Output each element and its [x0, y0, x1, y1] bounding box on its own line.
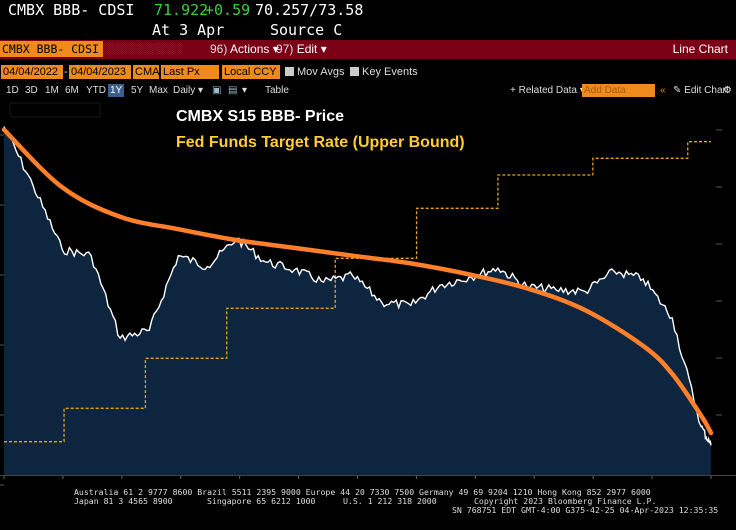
period-1d[interactable]: 1D — [6, 85, 19, 96]
end-date-input[interactable]: 04/04/2023 — [69, 65, 131, 79]
left-axis-ticks — [0, 134, 4, 486]
chevron-down-icon[interactable]: ▾ — [242, 85, 248, 96]
checkbox-icon — [350, 67, 359, 76]
right-axis-ticks — [716, 129, 722, 416]
period-1m[interactable]: 1M — [45, 85, 59, 96]
footer-phones-line1: Australia 61 2 9777 8600 Brazil 5511 239… — [74, 487, 651, 497]
chart-settings-icon[interactable]: ⚙ — [723, 85, 732, 96]
checkbox-icon — [285, 67, 294, 76]
last-price: 71.922 — [154, 1, 209, 19]
security-subheader: At 3 Apr Source C — [0, 20, 736, 40]
chart-type-label: Line Chart — [672, 42, 728, 56]
chevron-down-icon: ▾ — [198, 85, 204, 96]
currency-select[interactable]: Local CCY — [222, 65, 280, 79]
frequency-label: Daily — [173, 85, 196, 96]
date-bar: 04/04/2022 - 04/04/2023 CMAN Last Px Loc… — [0, 64, 736, 81]
footer-copyright: Copyright 2023 Bloomberg Finance L.P. — [474, 496, 657, 506]
period-6m[interactable]: 6M — [65, 85, 79, 96]
mov-avgs-toggle[interactable]: Mov Avgs — [285, 65, 345, 79]
edit-button[interactable]: 97) Edit ▾ — [276, 41, 327, 57]
line-chart-icon[interactable]: ▣ — [212, 85, 222, 96]
period-max[interactable]: Max — [149, 85, 168, 96]
edit-chart-button[interactable]: ✎ Edit Chart — [673, 84, 729, 97]
actions-button[interactable]: 96) Actions ▾ — [210, 41, 279, 57]
source-label: Source C — [270, 21, 343, 39]
actions-number: 96) — [210, 42, 228, 56]
related-data-label: Related Data — [518, 85, 577, 96]
cmbx-price-line — [3, 126, 712, 446]
chevron-down-icon: ▾ — [320, 42, 327, 56]
start-date-input[interactable]: 04/04/2022 — [1, 65, 63, 79]
command-bar: CMBX BBB- CDSI S1 ░░░░░░░░░░ 96) Actions… — [0, 40, 736, 59]
annotation-fed-funds: Fed Funds Target Rate (Upper Bound) — [176, 134, 465, 151]
chevron-down-icon: ▾ — [272, 42, 279, 56]
period-1y[interactable]: 1Y — [108, 84, 125, 97]
footer-japan: Japan 81 3 4565 8900 — [74, 496, 173, 506]
add-data-input[interactable]: Add Data — [582, 84, 655, 97]
x-axis-ticks — [0, 475, 736, 479]
period-5y[interactable]: 5Y — [131, 85, 144, 96]
footer-singapore: Singapore 65 6212 1000 — [207, 496, 316, 506]
period-select[interactable]: CMAN — [133, 65, 168, 79]
date-separator: - — [64, 66, 68, 78]
footer-session: SN 768751 EDT GMT-4:00 G375-42-25 04-Apr… — [452, 505, 719, 515]
ticker-input[interactable]: CMBX BBB- CDSI S1 — [0, 41, 103, 57]
edit-number: 97) — [276, 42, 294, 56]
price-chart[interactable]: CMBX S15 BBB- Price Fed Funds Target Rat… — [0, 99, 736, 486]
price-field-select[interactable]: Last Px — [161, 65, 219, 79]
bar-chart-icon[interactable]: ▤ — [228, 85, 238, 96]
footer-us: U.S. 1 212 318 2000 — [343, 496, 437, 506]
expand-icon[interactable]: « — [660, 85, 666, 96]
annotation-cmbx-price: CMBX S15 BBB- Price — [176, 108, 344, 125]
frequency-select[interactable]: Daily ▾ — [173, 84, 203, 97]
actions-label: Actions — [230, 42, 270, 56]
price-change: +0.59 — [205, 1, 251, 19]
period-3d[interactable]: 3D — [25, 85, 38, 96]
pencil-icon: ✎ — [673, 85, 682, 96]
bloomberg-footer: Australia 61 2 9777 8600 Brazil 5511 239… — [0, 486, 736, 530]
price-trend-line — [1, 127, 714, 436]
plus-icon: + — [510, 85, 516, 96]
low-high-range: 70.257/73.58 — [255, 1, 364, 19]
price-area-fill — [4, 126, 711, 475]
ticker-suffix-placeholder: ░░░░░░░░░░ — [104, 43, 182, 55]
period-bar: 1D 3D 1M 6M YTD 1Y 5Y Max Daily ▾ ▣ ▤ ▾ … — [0, 83, 736, 98]
edit-label: Edit — [296, 42, 318, 56]
key-events-toggle[interactable]: Key Events — [350, 65, 418, 79]
key-events-label: Key Events — [362, 66, 418, 78]
table-button[interactable]: Table — [265, 85, 289, 96]
as-of-date: At 3 Apr — [152, 21, 225, 39]
edit-chart-label: Edit Chart — [684, 85, 729, 96]
related-data-button[interactable]: + Related Data ▾ — [510, 84, 585, 97]
ticker-label: CMBX BBB- CDSI — [8, 1, 135, 19]
mov-avgs-label: Mov Avgs — [297, 66, 345, 78]
mini-legend — [9, 102, 101, 118]
security-header: CMBX BBB- CDSI 71.922 +0.59 70.257/73.58 — [0, 0, 736, 20]
period-ytd[interactable]: YTD — [86, 85, 106, 96]
